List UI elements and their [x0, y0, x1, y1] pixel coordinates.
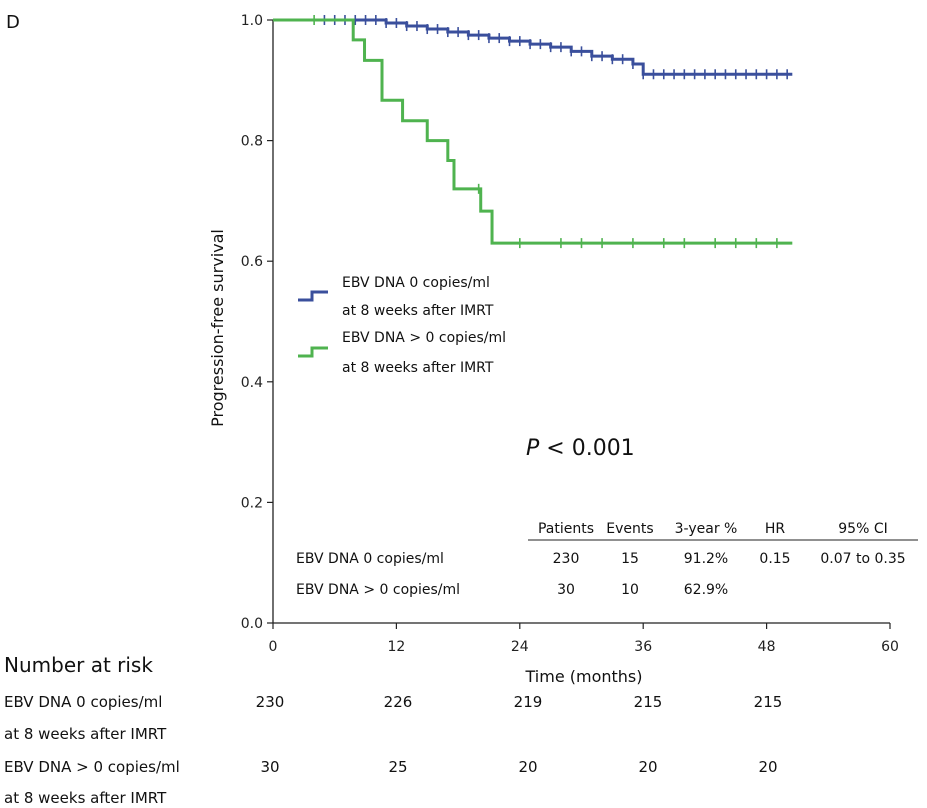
- x-tick-label: 24: [511, 639, 529, 655]
- y-ticks: 0.0 0.2 0.4 0.6 0.8 1.0: [241, 13, 273, 632]
- risk-count: 219: [514, 693, 543, 711]
- legend: EBV DNA 0 copies/ml at 8 weeks after IMR…: [298, 275, 506, 376]
- risk-count: 20: [518, 758, 537, 776]
- risk-row-label-line2: at 8 weeks after IMRT: [4, 789, 167, 807]
- risk-table: Number at risk EBV DNA 0 copies/ml at 8 …: [4, 653, 782, 807]
- survival-curve-0: [273, 18, 793, 76]
- p-value-text: < 0.001: [539, 436, 634, 461]
- axes: [272, 20, 890, 624]
- risk-counts: 230 226 219 215 215 30 25 20 20 20: [256, 693, 783, 776]
- x-tick-label: 60: [881, 639, 899, 655]
- legend-label-ebv-zero-line1: EBV DNA 0 copies/ml: [342, 275, 490, 291]
- stats-cell-events: 15: [621, 551, 639, 567]
- x-ticks: 0 12 24 36 48 60: [269, 623, 899, 655]
- risk-row-label-line2: at 8 weeks after IMRT: [4, 725, 167, 743]
- stats-cell-3year: 62.9%: [684, 582, 728, 598]
- y-tick-label: 0.2: [241, 495, 263, 511]
- legend-label-ebv-positive-line2: at 8 weeks after IMRT: [342, 360, 494, 376]
- stats-cell-hr: 0.15: [759, 551, 790, 567]
- stats-cell-patients: 30: [557, 582, 575, 598]
- risk-count: 25: [388, 758, 407, 776]
- legend-label-ebv-zero-line2: at 8 weeks after IMRT: [342, 303, 494, 319]
- survival-curve-1: [273, 18, 793, 245]
- y-axis-label: Progression-free survival: [208, 229, 227, 427]
- risk-count: 30: [260, 758, 279, 776]
- stats-header-ci: 95% CI: [838, 521, 887, 537]
- p-value: P < 0.001: [526, 436, 635, 461]
- y-tick-label: 0.8: [241, 134, 263, 150]
- y-tick-label: 0.4: [241, 375, 263, 391]
- legend-swatch-ebv-positive: [298, 346, 328, 358]
- stats-header-events: Events: [606, 521, 653, 537]
- stats-cell-events: 10: [621, 582, 639, 598]
- risk-table-title: Number at risk: [4, 653, 153, 677]
- stats-header-hr: HR: [765, 521, 786, 537]
- stats-header-patients: Patients: [538, 521, 594, 537]
- risk-row-label-line1: EBV DNA 0 copies/ml: [4, 693, 162, 711]
- y-tick-label: 1.0: [241, 13, 263, 29]
- x-tick-label: 48: [758, 639, 776, 655]
- risk-count: 215: [754, 693, 783, 711]
- stats-cell-ci: 0.07 to 0.35: [820, 551, 905, 567]
- x-tick-label: 12: [387, 639, 405, 655]
- legend-swatch-ebv-zero: [298, 290, 328, 302]
- stats-row-label: EBV DNA 0 copies/ml: [296, 551, 444, 567]
- p-value-symbol: P: [526, 436, 540, 461]
- x-tick-label: 36: [634, 639, 652, 655]
- legend-label-ebv-positive-line1: EBV DNA > 0 copies/ml: [342, 330, 506, 346]
- risk-count: 20: [758, 758, 777, 776]
- risk-row-label-line1: EBV DNA > 0 copies/ml: [4, 758, 180, 776]
- y-tick-label: 0.0: [241, 616, 263, 632]
- survival-curves: [273, 15, 793, 249]
- stats-table: Patients Events 3-year % HR 95% CI EBV D…: [296, 521, 918, 598]
- y-tick-label: 0.6: [241, 254, 263, 270]
- stats-cell-3year: 91.2%: [684, 551, 728, 567]
- stats-row-label: EBV DNA > 0 copies/ml: [296, 582, 460, 598]
- x-axis-label: Time (months): [525, 667, 643, 686]
- risk-count: 215: [634, 693, 663, 711]
- risk-count: 226: [384, 693, 413, 711]
- risk-count: 230: [256, 693, 285, 711]
- panel-label: D: [6, 12, 20, 33]
- stats-cell-patients: 230: [553, 551, 580, 567]
- stats-header-3year: 3-year %: [675, 521, 738, 537]
- x-tick-label: 0: [269, 639, 278, 655]
- risk-count: 20: [638, 758, 657, 776]
